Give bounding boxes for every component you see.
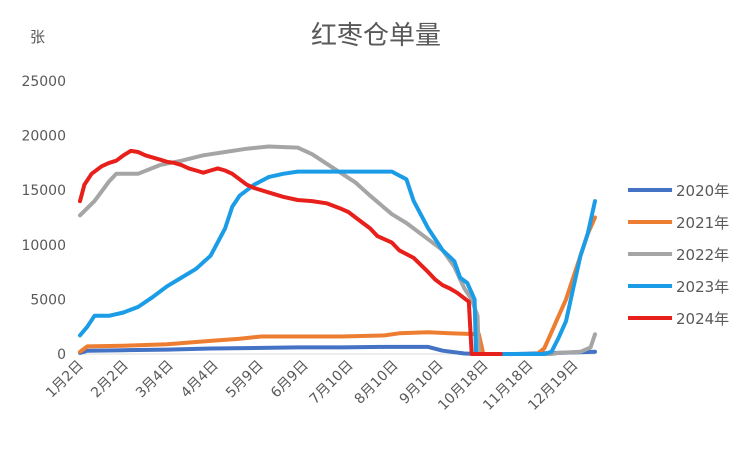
legend-label: 2021年 — [676, 214, 729, 232]
y-tick-label: 25000 — [21, 74, 66, 90]
y-tick-label: 20000 — [21, 129, 66, 145]
series-line-2023年 — [78, 169, 597, 356]
y-tick-label: 5000 — [30, 292, 66, 308]
y-axis-unit-label: 张 — [30, 28, 45, 46]
series-lines — [78, 144, 597, 356]
chart-title: 红枣仓单量 — [311, 21, 441, 51]
x-axis-ticks: 1月2日 2月2日 3月4日 4月4日 5月9日 6月9日7月10日8月10日9月10日1… — [43, 358, 581, 414]
series-line-2024年 — [78, 148, 503, 356]
legend-label: 2020年 — [676, 182, 729, 200]
y-tick-label: 10000 — [21, 238, 66, 254]
legend: 2020年 2021年 2022年 2023年 2024年 — [628, 182, 729, 328]
y-axis-ticks: 0 5000 10000 15000 20000 25000 — [21, 74, 66, 363]
y-tick-label: 15000 — [21, 183, 66, 199]
y-tick-label: 0 — [57, 347, 66, 363]
legend-label: 2022年 — [676, 246, 729, 264]
legend-label: 2023年 — [676, 278, 729, 296]
series-line-2021年 — [78, 215, 597, 356]
legend-label: 2024年 — [676, 310, 729, 328]
